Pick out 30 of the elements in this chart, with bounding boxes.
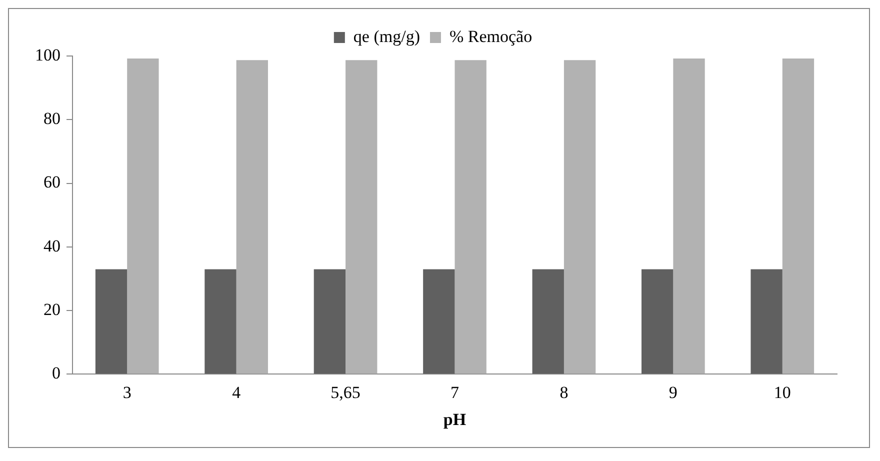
y-tick-label: 80 — [44, 109, 60, 128]
legend-label: % Remoção — [449, 26, 532, 46]
bar — [346, 60, 378, 374]
y-tick-label: 60 — [44, 172, 60, 192]
x-tick-label: 4 — [232, 382, 242, 402]
bar — [95, 269, 128, 374]
x-tick-label: 8 — [560, 382, 568, 402]
bar — [454, 60, 486, 374]
y-tick-label: 100 — [35, 45, 60, 64]
x-tick-label: 7 — [450, 382, 460, 402]
bar — [782, 58, 814, 374]
bar — [564, 60, 596, 374]
bar — [750, 269, 782, 374]
x-tick-label: 10 — [774, 382, 791, 402]
bar — [642, 269, 674, 374]
x-tick-label: 5,65 — [330, 382, 360, 402]
legend-label: qe (mg/g) — [353, 26, 420, 46]
y-tick-label: 40 — [44, 236, 60, 256]
bar — [532, 269, 564, 374]
bar — [673, 58, 705, 374]
bar — [236, 60, 268, 374]
bar — [204, 269, 236, 374]
x-tick-label: 3 — [122, 382, 132, 402]
x-axis-title: pH — [443, 410, 466, 430]
y-tick-label: 0 — [52, 364, 60, 383]
bar — [423, 269, 455, 374]
bar — [314, 269, 346, 374]
bar — [127, 58, 159, 374]
x-tick-label: 9 — [668, 382, 678, 402]
y-tick-label: 20 — [44, 300, 60, 320]
